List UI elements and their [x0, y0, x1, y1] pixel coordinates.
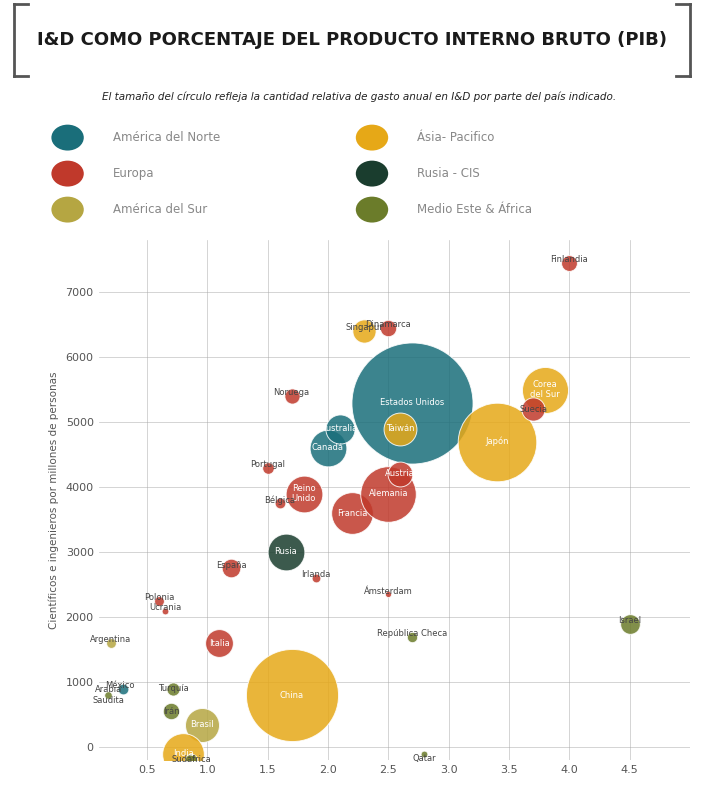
Text: Europa: Europa [113, 167, 154, 180]
Text: Canadá: Canadá [312, 443, 344, 453]
Point [407, 630, 418, 643]
Text: Finlandia: Finlandia [551, 255, 588, 264]
Text: Irán: Irán [163, 706, 180, 716]
Text: Polonia: Polonia [144, 593, 174, 602]
Point [274, 497, 285, 510]
Text: Singapur: Singapur [345, 323, 383, 332]
Point [262, 461, 273, 474]
Text: Medio Este & África: Medio Este & África [417, 203, 532, 216]
Text: España: España [216, 561, 246, 570]
Point [186, 754, 197, 766]
Text: México: México [106, 681, 135, 690]
Point [105, 637, 116, 650]
Text: Israel: Israel [618, 616, 641, 625]
Text: I&D COMO PORCENTAJE DEL PRODUCTO INTERNO BRUTO (PIB): I&D COMO PORCENTAJE DEL PRODUCTO INTERNO… [37, 31, 667, 49]
Text: República Checa: República Checa [377, 629, 448, 638]
Ellipse shape [51, 161, 84, 186]
Text: El tamaño del círculo refleja la cantidad relativa de gasto anual en I&D por par: El tamaño del círculo refleja la cantida… [102, 91, 616, 102]
Point [117, 682, 128, 695]
Point [177, 747, 189, 760]
Point [226, 562, 237, 574]
Text: Portugal: Portugal [250, 460, 285, 469]
Point [564, 256, 575, 269]
Text: Arabia
Saudita: Arabia Saudita [92, 686, 124, 705]
Text: Bélgica: Bélgica [264, 495, 295, 505]
Text: Alemania: Alemania [368, 489, 408, 498]
Point [491, 435, 503, 448]
Text: Ámsterdam: Ámsterdam [364, 586, 413, 595]
Text: Turquía: Turquía [158, 684, 189, 693]
Y-axis label: Científicos e ingenieros por millones de personas: Científicos e ingenieros por millones de… [48, 371, 58, 629]
Point [346, 506, 358, 519]
Point [165, 705, 177, 718]
Point [103, 689, 114, 702]
Text: Austria: Austria [385, 470, 415, 478]
Point [159, 604, 170, 617]
Text: América del Norte: América del Norte [113, 131, 220, 144]
Point [286, 390, 297, 402]
Text: Argentina: Argentina [90, 635, 131, 644]
Text: Reino
Unido: Reino Unido [291, 484, 316, 503]
Point [213, 637, 225, 650]
Point [419, 747, 430, 760]
Point [286, 689, 297, 702]
Point [168, 682, 179, 695]
Point [527, 402, 539, 415]
Text: Australia: Australia [321, 424, 358, 433]
Point [624, 617, 635, 630]
Text: Italia: Italia [209, 638, 230, 647]
Text: Corea
del Sur: Corea del Sur [530, 380, 560, 399]
Point [382, 322, 394, 334]
Point [280, 546, 291, 558]
Text: Noruega: Noruega [274, 388, 310, 398]
Ellipse shape [356, 125, 388, 150]
Text: Dinamarca: Dinamarca [365, 320, 411, 329]
Text: Japón: Japón [485, 437, 508, 446]
Point [407, 396, 418, 409]
Text: Francia: Francia [337, 509, 367, 518]
Point [153, 594, 165, 607]
Text: India: India [172, 749, 194, 758]
Text: Ucrania: Ucrania [149, 602, 181, 612]
Text: Taiwán: Taiwán [386, 424, 415, 433]
Point [382, 487, 394, 500]
Point [334, 422, 346, 435]
Point [382, 588, 394, 601]
Point [539, 383, 551, 396]
Text: China: China [279, 690, 303, 699]
Text: Sudáfrica: Sudáfrica [172, 755, 211, 765]
Point [395, 422, 406, 435]
Text: América del Sur: América del Sur [113, 203, 207, 216]
Text: Brasil: Brasil [191, 720, 214, 730]
Point [395, 467, 406, 480]
Text: Irlanda: Irlanda [301, 570, 330, 579]
Point [310, 571, 322, 584]
Ellipse shape [51, 125, 84, 150]
Point [196, 718, 208, 731]
Ellipse shape [356, 197, 388, 222]
Text: Qatar: Qatar [413, 754, 436, 763]
Point [322, 442, 334, 454]
Text: Ásia- Pacifico: Ásia- Pacifico [417, 131, 495, 144]
Point [298, 487, 309, 500]
Ellipse shape [51, 197, 84, 222]
Text: Suecia: Suecia [519, 405, 547, 414]
Ellipse shape [356, 161, 388, 186]
Point [358, 325, 370, 338]
Text: Estados Unidos: Estados Unidos [380, 398, 444, 407]
Text: Rusia: Rusia [275, 547, 297, 557]
Text: Rusia - CIS: Rusia - CIS [417, 167, 480, 180]
